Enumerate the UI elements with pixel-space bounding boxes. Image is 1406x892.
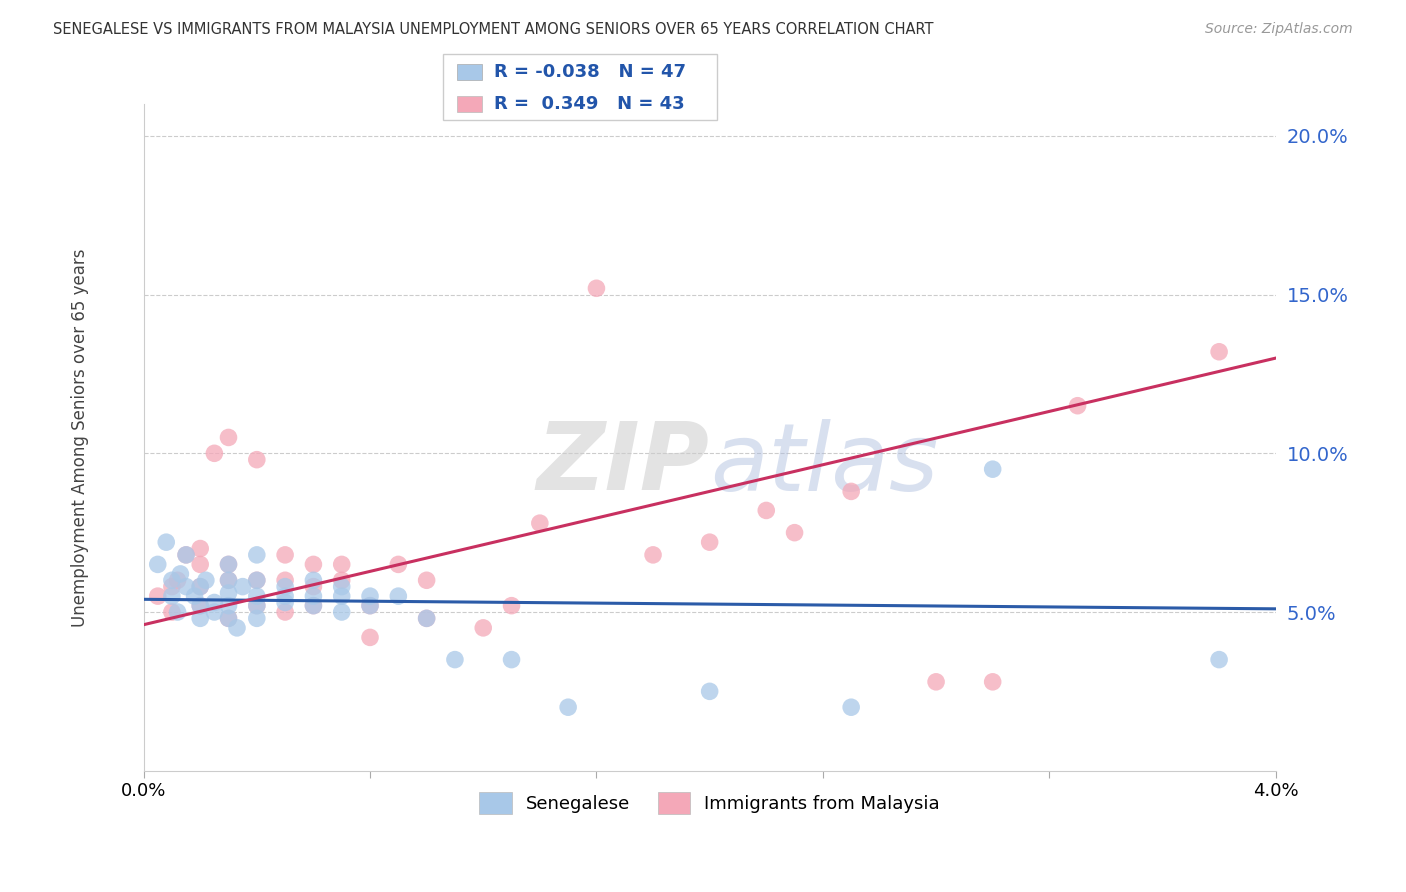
Text: R = -0.038   N = 47: R = -0.038 N = 47 [494,63,686,81]
Y-axis label: Unemployment Among Seniors over 65 years: Unemployment Among Seniors over 65 years [72,248,89,627]
Point [218,574,240,588]
Point [188,599,211,613]
Point [218,574,240,588]
Point [160,574,183,588]
Point [246,589,269,603]
Point [274,605,297,619]
Point [274,580,297,594]
Point [359,589,381,603]
Point [202,605,225,619]
Point [274,589,297,603]
Point [202,595,225,609]
Point [174,548,197,562]
Point [274,548,297,562]
Point [501,652,523,666]
Point [146,558,169,572]
Point [330,558,353,572]
Point [166,605,188,619]
Point [218,611,240,625]
Point [981,674,1004,689]
Point [188,599,211,613]
Point [387,589,409,603]
Point [981,462,1004,476]
Point [330,589,353,603]
Text: atlas: atlas [710,418,938,509]
Point [359,599,381,613]
Point [529,516,551,530]
Point [359,599,381,613]
Point [330,580,353,594]
Point [330,605,353,619]
Point [160,589,183,603]
Text: ZIP: ZIP [537,418,710,510]
Point [160,580,183,594]
Point [302,599,325,613]
Point [330,574,353,588]
Point [183,589,205,603]
Point [188,558,211,572]
Point [925,674,948,689]
Point [155,535,177,549]
Point [1208,344,1230,359]
Point [188,580,211,594]
Point [274,574,297,588]
Point [246,599,269,613]
Point [274,595,297,609]
Point [387,558,409,572]
Point [188,580,211,594]
Point [232,580,254,594]
Text: SENEGALESE VS IMMIGRANTS FROM MALAYSIA UNEMPLOYMENT AMONG SENIORS OVER 65 YEARS : SENEGALESE VS IMMIGRANTS FROM MALAYSIA U… [53,22,934,37]
Point [302,574,325,588]
Point [246,452,269,467]
Point [839,700,862,714]
Point [585,281,607,295]
Point [246,574,269,588]
Point [415,574,437,588]
Point [226,621,249,635]
Point [166,574,188,588]
Point [218,599,240,613]
Point [415,611,437,625]
Point [302,580,325,594]
Point [246,611,269,625]
Point [218,586,240,600]
Point [1208,652,1230,666]
Point [699,535,721,549]
Point [188,541,211,556]
Point [359,631,381,645]
Point [246,548,269,562]
Point [415,611,437,625]
Point [1066,399,1088,413]
Point [160,605,183,619]
Point [302,589,325,603]
Point [169,566,191,581]
Point [302,599,325,613]
Point [501,599,523,613]
Point [783,525,806,540]
Point [755,503,778,517]
Legend: Senegalese, Immigrants from Malaysia: Senegalese, Immigrants from Malaysia [472,785,948,822]
Point [218,558,240,572]
Point [444,652,467,666]
Point [246,574,269,588]
Point [641,548,664,562]
Point [218,558,240,572]
Point [472,621,495,635]
Point [218,430,240,444]
Point [146,589,169,603]
Point [194,574,217,588]
Point [557,700,579,714]
Point [218,611,240,625]
Point [174,580,197,594]
Point [202,446,225,460]
Point [174,548,197,562]
Point [188,611,211,625]
Point [246,599,269,613]
Point [302,558,325,572]
Text: R =  0.349   N = 43: R = 0.349 N = 43 [494,95,685,112]
Point [699,684,721,698]
Point [839,484,862,499]
Text: Source: ZipAtlas.com: Source: ZipAtlas.com [1205,22,1353,37]
